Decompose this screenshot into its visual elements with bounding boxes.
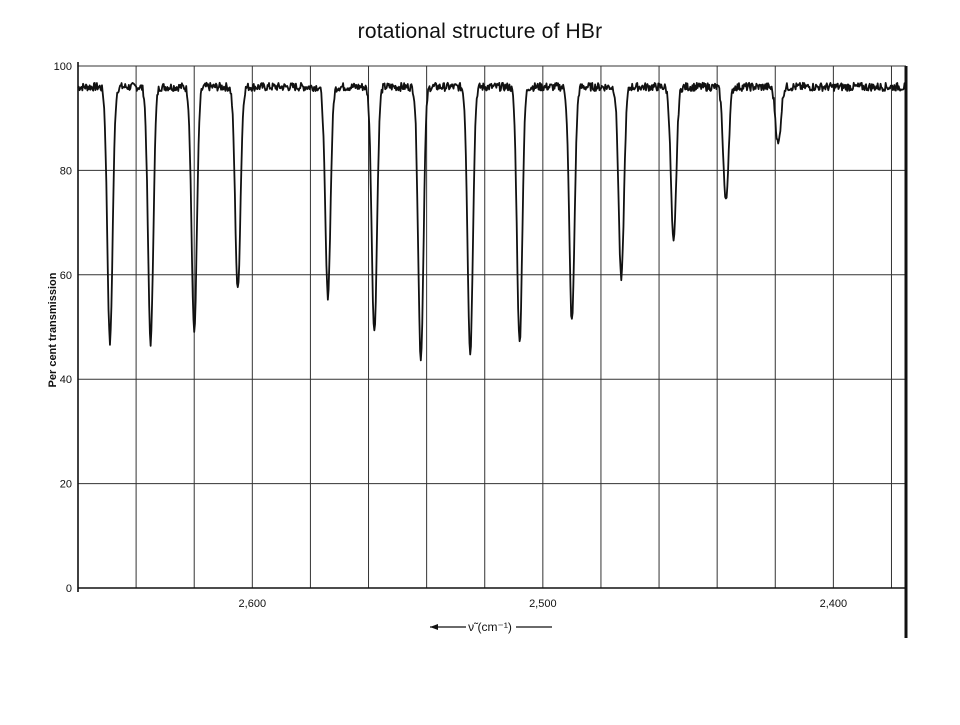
x-tick-labels: 2,600 2,500 2,400	[239, 598, 848, 610]
y-tick-label: 100	[54, 61, 72, 73]
x-tick-label: 2,600	[239, 598, 267, 610]
x-tick-label: 2,400	[820, 598, 848, 610]
x-tick-label: 2,500	[529, 598, 557, 610]
grid	[78, 66, 906, 588]
transmission-trace	[78, 83, 906, 361]
y-tick-label: 60	[60, 270, 72, 282]
transmission-line	[78, 83, 906, 361]
x-axis-label-group: ν̃ (cm⁻¹)	[430, 620, 552, 634]
y-tick-label: 0	[66, 583, 72, 595]
y-tick-label: 80	[60, 165, 72, 177]
y-axis-label: Per cent transmission	[47, 272, 59, 387]
y-tick-label: 40	[60, 374, 72, 386]
x-axis-arrow-head	[430, 624, 438, 630]
plot-frame	[78, 62, 906, 638]
y-tick-label: 20	[60, 479, 72, 491]
x-axis-label: ν̃ (cm⁻¹)	[468, 620, 512, 634]
